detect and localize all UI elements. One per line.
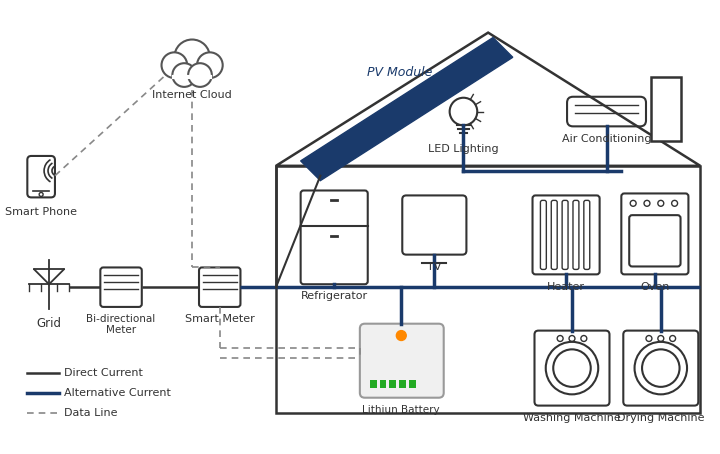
Text: LED Lighting: LED Lighting [428, 144, 499, 154]
Text: Washing Machine: Washing Machine [523, 413, 621, 423]
Text: Internet Cloud: Internet Cloud [152, 90, 232, 100]
Text: Alternative Current: Alternative Current [64, 388, 171, 398]
Circle shape [396, 331, 406, 340]
Circle shape [188, 63, 212, 87]
Text: Lithiun Battery: Lithiun Battery [362, 405, 440, 415]
Text: Bi-directional
Meter: Bi-directional Meter [86, 314, 156, 336]
Text: Oven: Oven [640, 282, 670, 292]
Text: PV Module: PV Module [366, 65, 432, 79]
Circle shape [172, 63, 196, 87]
Text: Smart Phone: Smart Phone [5, 207, 77, 217]
Bar [400, 380, 406, 388]
Text: TV: TV [427, 262, 441, 271]
Bar [276, 166, 701, 413]
Bar [369, 380, 377, 388]
Circle shape [161, 52, 187, 78]
Text: Smart Meter: Smart Meter [185, 314, 255, 324]
Bar [409, 380, 416, 388]
Polygon shape [301, 38, 513, 181]
Text: Data Line: Data Line [64, 408, 117, 418]
Text: Refrigerator: Refrigerator [301, 291, 368, 301]
Circle shape [197, 52, 222, 78]
Text: Drying Machine: Drying Machine [617, 413, 705, 423]
Bar [390, 380, 396, 388]
Text: Air Conditioning: Air Conditioning [562, 134, 652, 144]
Text: Heater: Heater [547, 282, 585, 292]
Text: Direct Current: Direct Current [64, 368, 143, 378]
Bar [379, 380, 387, 388]
Circle shape [174, 39, 210, 75]
Bar [651, 77, 680, 141]
Text: Grid: Grid [37, 317, 61, 330]
FancyBboxPatch shape [360, 324, 444, 398]
